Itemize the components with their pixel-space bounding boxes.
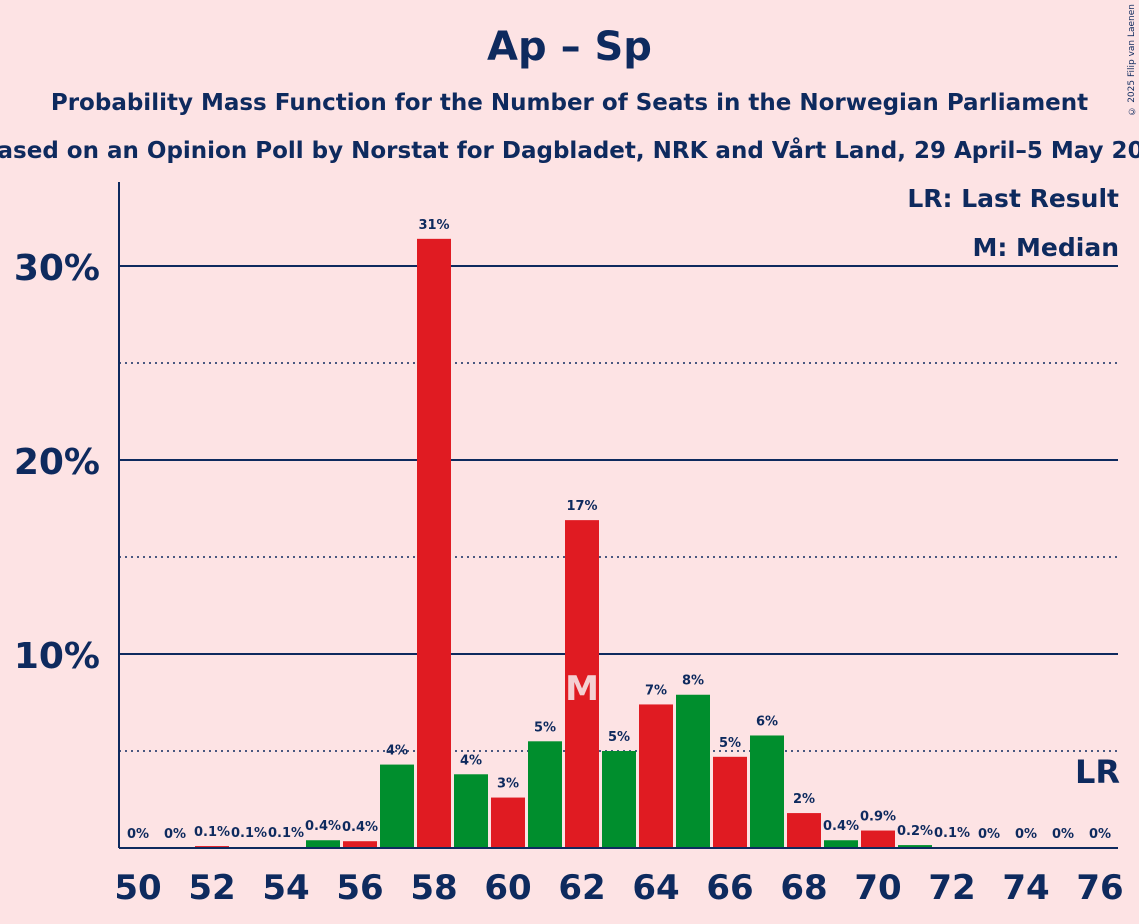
- bar-seat-69: [824, 840, 858, 848]
- y-tick-label: 10%: [14, 636, 100, 677]
- bar-data-label: 4%: [386, 744, 408, 759]
- bar-data-label: 6%: [756, 714, 778, 729]
- bar-seat-55: [306, 840, 340, 848]
- legend-last-result: LR: Last Result: [907, 184, 1119, 213]
- bar-data-label: 0.1%: [194, 825, 230, 840]
- median-marker: M: [565, 669, 599, 709]
- bar-data-label: 8%: [682, 674, 704, 689]
- bar-data-label: 0%: [978, 827, 1000, 842]
- y-tick-label: 30%: [14, 248, 100, 289]
- y-tick-label: 20%: [14, 442, 100, 483]
- bar-data-label: 7%: [645, 683, 667, 698]
- bar-data-label: 2%: [793, 792, 815, 807]
- bar-data-label: 17%: [566, 499, 597, 514]
- bar-data-label: 0.1%: [268, 826, 304, 841]
- x-tick-label: 52: [188, 868, 235, 908]
- bar-seat-64: [639, 704, 673, 848]
- x-tick-label: 54: [262, 868, 309, 908]
- bar-data-label: 0.2%: [897, 824, 933, 839]
- bar-seat-63: [602, 751, 636, 848]
- bar-data-label: 0%: [1015, 827, 1037, 842]
- bar-data-label: 4%: [460, 753, 482, 768]
- bar-seat-65: [676, 694, 710, 848]
- bar-data-label: 5%: [608, 730, 630, 745]
- bar-data-label: 0.9%: [860, 810, 896, 825]
- bar-seat-66: [713, 756, 747, 848]
- x-tick-label: 64: [632, 868, 679, 908]
- chart-source: Based on an Opinion Poll by Norstat for …: [0, 138, 1139, 164]
- x-tick-label: 62: [558, 868, 605, 908]
- bar-seat-57: [380, 764, 414, 848]
- bar-data-label: 0%: [1089, 827, 1111, 842]
- bar-seat-58: [417, 238, 451, 849]
- bar-seat-59: [454, 774, 488, 848]
- bar-data-label: 0%: [1052, 827, 1074, 842]
- x-tick-label: 74: [1002, 868, 1049, 908]
- bar-seat-62: [565, 520, 599, 848]
- bar-data-label: 0.4%: [823, 819, 859, 834]
- bar-seat-61: [528, 741, 562, 848]
- bar-data-label: 0.1%: [934, 826, 970, 841]
- bar-seat-71: [898, 845, 932, 848]
- bar-seat-67: [750, 735, 784, 848]
- legend-median: M: Median: [972, 233, 1119, 262]
- bar-seat-70: [861, 830, 895, 848]
- bar-data-label: 5%: [534, 720, 556, 735]
- bar-data-label: 0.4%: [342, 820, 378, 835]
- bar-seat-68: [787, 813, 821, 848]
- x-tick-label: 72: [928, 868, 975, 908]
- bar-seat-56: [343, 841, 377, 848]
- bar-data-label: 31%: [418, 218, 449, 233]
- bar-data-label: 0%: [164, 827, 186, 842]
- x-tick-label: 58: [410, 868, 457, 908]
- bar-data-label: 0%: [127, 827, 149, 842]
- bar-data-label: 5%: [719, 736, 741, 751]
- chart-subtitle: Probability Mass Function for the Number…: [50, 90, 1089, 116]
- bar-seat-60: [491, 797, 525, 848]
- bar-data-label: 0.1%: [231, 826, 267, 841]
- bar-data-label: 3%: [497, 777, 519, 792]
- x-tick-label: 70: [854, 868, 901, 908]
- x-tick-label: 60: [484, 868, 531, 908]
- x-tick-label: 66: [706, 868, 753, 908]
- x-tick-label: 76: [1076, 868, 1123, 908]
- x-tick-label: 68: [780, 868, 827, 908]
- chart-title: Ap – Sp: [487, 24, 652, 70]
- x-tick-label: 56: [336, 868, 383, 908]
- x-tick-label: 50: [114, 868, 161, 908]
- bar-data-label: 0.4%: [305, 819, 341, 834]
- last-result-marker: LR: [1075, 753, 1120, 791]
